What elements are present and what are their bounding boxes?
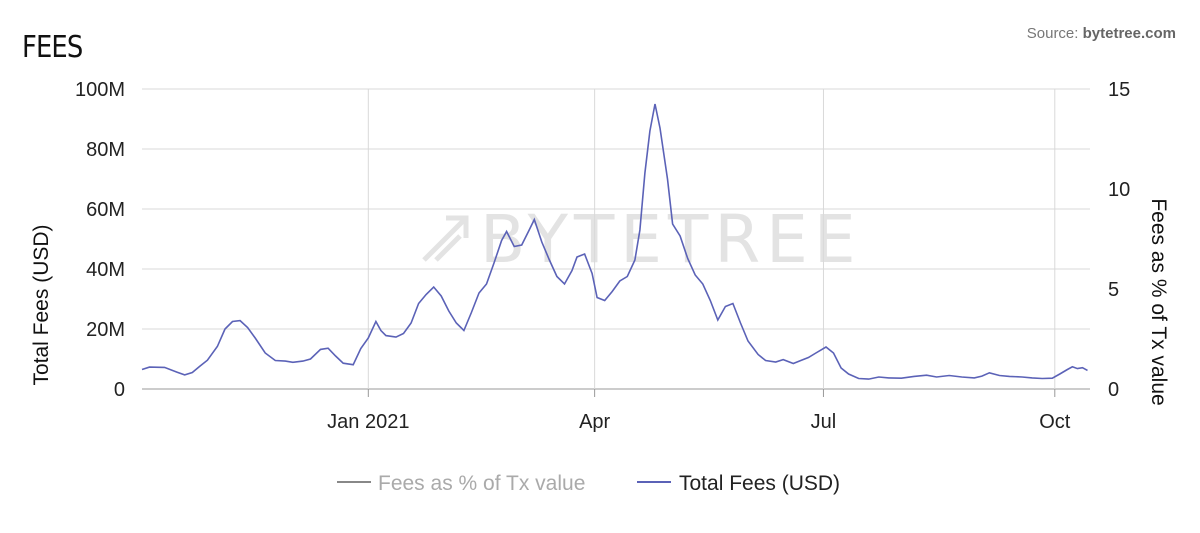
- watermark: BYTETREE: [422, 201, 862, 278]
- y-right-tick-label: 15: [1108, 79, 1130, 101]
- y-right-tick-label: 5: [1108, 279, 1119, 301]
- chart-title: FEES: [22, 30, 83, 65]
- y-left-tick-label: 80M: [86, 139, 125, 161]
- y-axis-right-title: Fees as % of Tx value: [1147, 198, 1170, 405]
- legend-item-fees-pct[interactable]: Fees as % of Tx value: [337, 472, 585, 495]
- y-left-tick-label: 60M: [86, 199, 125, 221]
- grid: [142, 88, 1090, 390]
- y-right-tick-label: 0: [1108, 379, 1119, 401]
- y-left-tick-label: 0: [114, 379, 125, 401]
- y-axis-left-title: Total Fees (USD): [30, 224, 53, 385]
- source-credit: Source: bytetree.com: [1027, 25, 1176, 42]
- y-left-tick-label: 40M: [86, 259, 125, 281]
- legend-label-total-fees: Total Fees (USD): [679, 472, 840, 495]
- y-left-tick-label: 20M: [86, 319, 125, 341]
- legend-item-total-fees[interactable]: Total Fees (USD): [637, 472, 840, 495]
- series-total-fees-line[interactable]: [141, 103, 1088, 380]
- y-axis-left: 0 20M 40M 60M 80M 100M: [75, 79, 125, 401]
- x-tick-label: Apr: [579, 411, 610, 433]
- watermark-text: BYTETREE: [480, 201, 862, 278]
- legend: Fees as % of Tx value Total Fees (USD): [337, 472, 840, 495]
- y-axis-right: 0 5 10 15: [1108, 79, 1130, 401]
- y-right-tick-label: 10: [1108, 179, 1130, 201]
- source-prefix: Source:: [1026, 25, 1083, 42]
- x-tick-label: Oct: [1039, 411, 1071, 433]
- source-link[interactable]: bytetree.com: [1082, 25, 1176, 42]
- y-left-tick-label: 100M: [75, 79, 125, 101]
- x-tick-label: Jul: [811, 411, 837, 433]
- legend-label-fees-pct: Fees as % of Tx value: [378, 472, 585, 495]
- x-axis: Jan 2021 Apr Jul Oct: [327, 389, 1071, 433]
- x-tick-label: Jan 2021: [327, 411, 409, 433]
- watermark-logo-icon: [422, 215, 469, 262]
